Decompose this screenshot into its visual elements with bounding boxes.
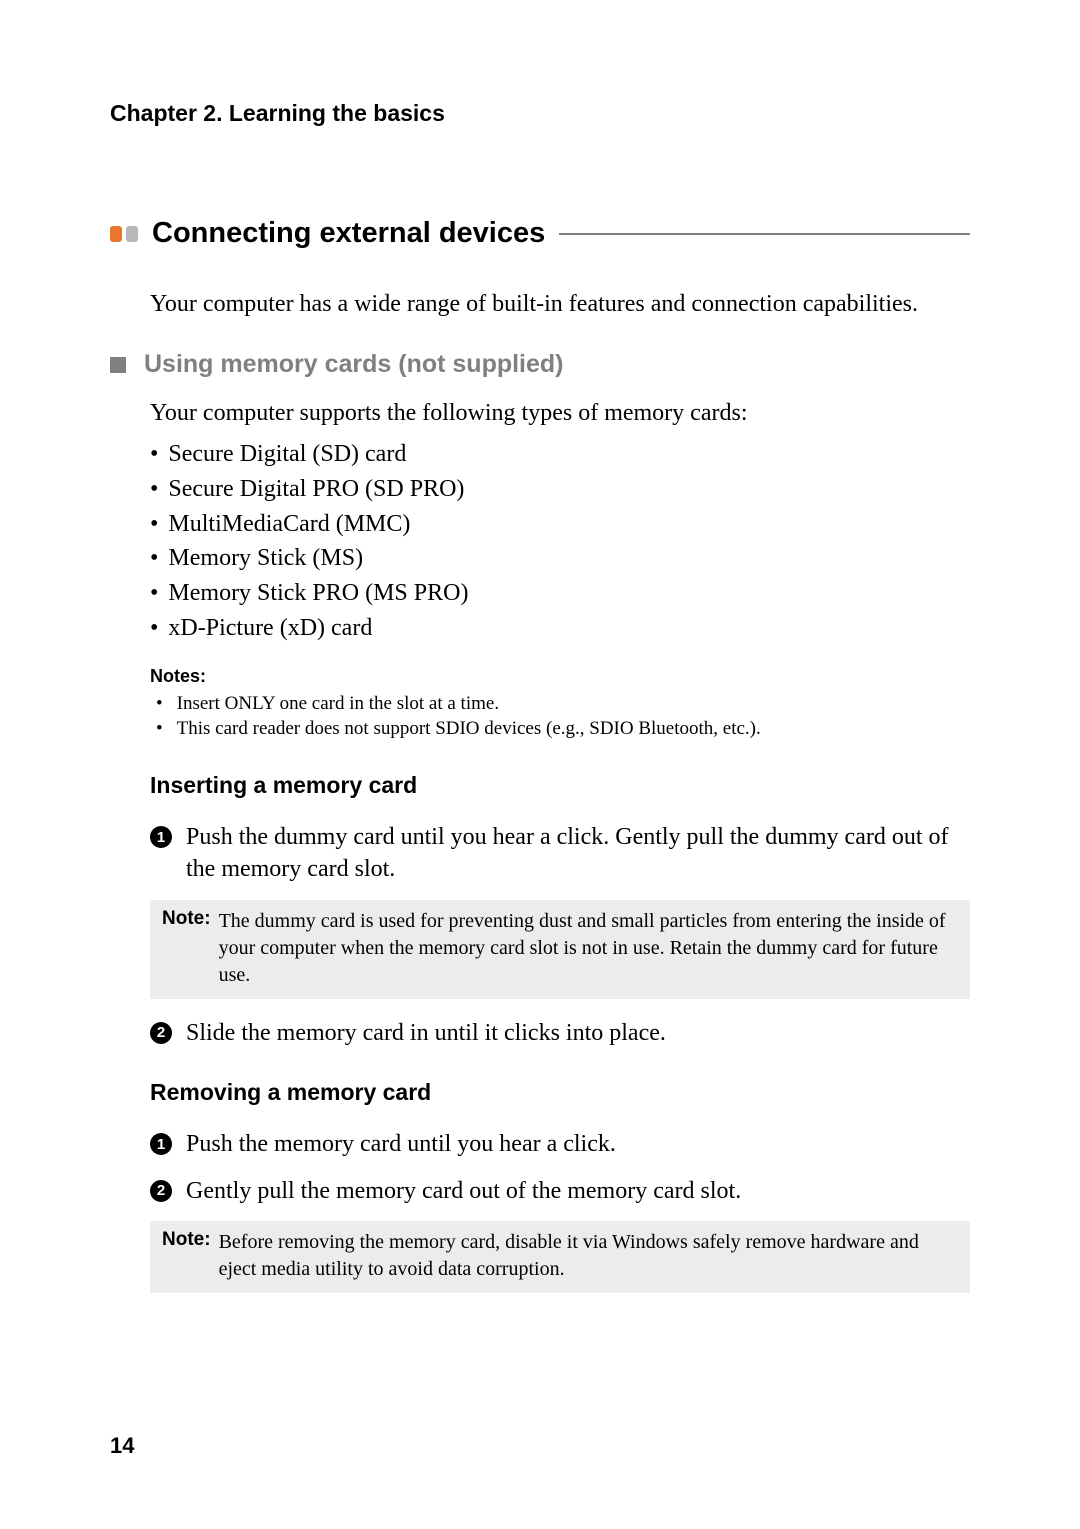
- step-text: Push the dummy card until you hear a cli…: [186, 821, 970, 886]
- chapter-title: Chapter 2. Learning the basics: [110, 100, 970, 127]
- list-item-text: xD-Picture (xD) card: [168, 611, 372, 646]
- note-box-label: Note:: [162, 1229, 211, 1283]
- bullet-dot-icon: •: [150, 437, 158, 472]
- inserting-heading: Inserting a memory card: [150, 772, 970, 799]
- section-intro-text: Your computer has a wide range of built-…: [150, 288, 970, 320]
- numbered-step: 1 Push the memory card until you hear a …: [150, 1128, 970, 1160]
- section-divider-line: [559, 233, 970, 235]
- step-number-icon: 1: [150, 826, 172, 848]
- list-item: • Memory Stick (MS): [150, 541, 970, 576]
- list-item-text: MultiMediaCard (MMC): [168, 507, 410, 542]
- list-item: • Secure Digital (SD) card: [150, 437, 970, 472]
- step-number-icon: 1: [150, 1133, 172, 1155]
- bullet-dot-icon: •: [150, 472, 158, 507]
- notes-block: Notes: • Insert ONLY one card in the slot…: [150, 666, 970, 742]
- list-item-text: Memory Stick PRO (MS PRO): [168, 576, 468, 611]
- notes-label: Notes:: [150, 666, 970, 687]
- bullet-dot-icon: •: [156, 716, 163, 742]
- bullet-dot-icon: •: [156, 691, 163, 717]
- page-container: Chapter 2. Learning the basics Connectin…: [0, 0, 1080, 1391]
- subsection-bullet-icon: [110, 357, 126, 373]
- notes-item: • Insert ONLY one card in the slot at a t…: [156, 691, 970, 717]
- notes-item-text: Insert ONLY one card in the slot at a ti…: [177, 691, 499, 717]
- section-header-row: Connecting external devices: [110, 217, 970, 250]
- note-box: Note: Before removing the memory card, d…: [150, 1221, 970, 1293]
- section-title: Connecting external devices: [152, 217, 545, 250]
- note-box-text: The dummy card is used for preventing du…: [219, 908, 958, 989]
- bullet-dot-icon: •: [150, 507, 158, 542]
- numbered-step: 2 Slide the memory card in until it clic…: [150, 1017, 970, 1049]
- section-bullets-icon: [110, 226, 138, 242]
- subsection-title: Using memory cards (not supplied): [144, 350, 564, 379]
- numbered-step: 2 Gently pull the memory card out of the…: [150, 1175, 970, 1207]
- bullet-orange-icon: [110, 226, 122, 242]
- note-box-text: Before removing the memory card, disable…: [219, 1229, 958, 1283]
- notes-item: • This card reader does not support SDIO …: [156, 716, 970, 742]
- bullet-dot-icon: •: [150, 576, 158, 611]
- cards-intro-text: Your computer supports the following typ…: [150, 397, 970, 431]
- notes-item-text: This card reader does not support SDIO d…: [177, 716, 761, 742]
- step-text: Slide the memory card in until it clicks…: [186, 1017, 970, 1049]
- list-item: • Memory Stick PRO (MS PRO): [150, 576, 970, 611]
- list-item: • Secure Digital PRO (SD PRO): [150, 472, 970, 507]
- step-text: Gently pull the memory card out of the m…: [186, 1175, 970, 1207]
- note-box: Note: The dummy card is used for prevent…: [150, 900, 970, 999]
- step-number-icon: 2: [150, 1022, 172, 1044]
- step-text: Push the memory card until you hear a cl…: [186, 1128, 970, 1160]
- bullet-dot-icon: •: [150, 541, 158, 576]
- numbered-step: 1 Push the dummy card until you hear a c…: [150, 821, 970, 886]
- bullet-gray-icon: [126, 226, 138, 242]
- subsection-header-row: Using memory cards (not supplied): [110, 350, 970, 379]
- note-box-row: Note: Before removing the memory card, d…: [162, 1229, 958, 1283]
- removing-heading: Removing a memory card: [150, 1079, 970, 1106]
- list-item-text: Memory Stick (MS): [168, 541, 363, 576]
- list-item: • xD-Picture (xD) card: [150, 611, 970, 646]
- step-number-icon: 2: [150, 1180, 172, 1202]
- page-number: 14: [110, 1433, 134, 1459]
- list-item-text: Secure Digital PRO (SD PRO): [168, 472, 464, 507]
- list-item-text: Secure Digital (SD) card: [168, 437, 406, 472]
- note-box-label: Note:: [162, 908, 211, 989]
- list-item: • MultiMediaCard (MMC): [150, 507, 970, 542]
- bullet-dot-icon: •: [150, 611, 158, 646]
- cards-list: • Secure Digital (SD) card • Secure Digita…: [150, 437, 970, 646]
- note-box-row: Note: The dummy card is used for prevent…: [162, 908, 958, 989]
